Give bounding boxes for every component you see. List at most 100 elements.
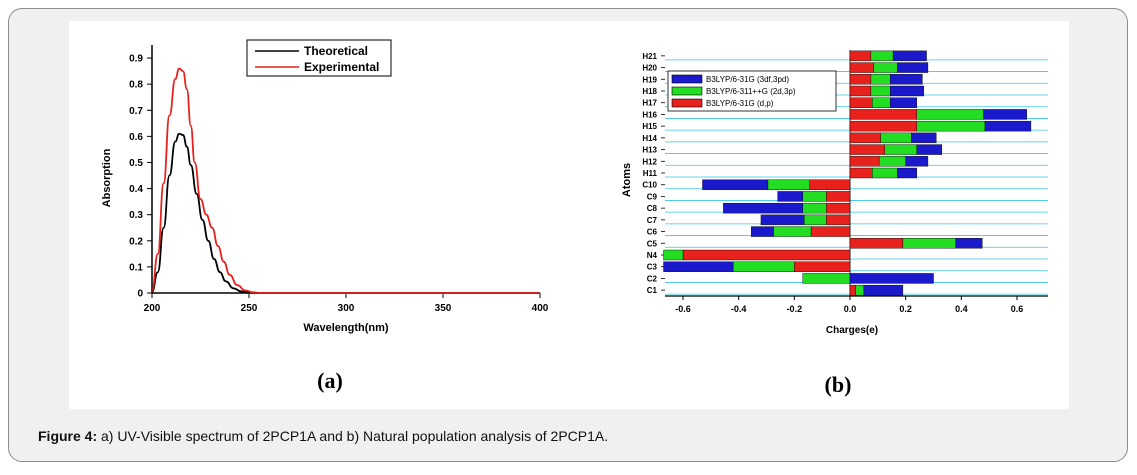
bar-c7-series-1 <box>803 214 827 226</box>
bar-h13-series-2 <box>916 144 943 155</box>
bar-h15-series-2 <box>984 120 1032 132</box>
bar-c8-series-0 <box>826 202 851 214</box>
bar-h12-series-1 <box>879 156 906 167</box>
x-tick-label: -0.2 <box>787 304 803 314</box>
atom-label: H12 <box>642 157 657 166</box>
y-tick-label: 0.3 <box>129 210 143 221</box>
bar-h15-series-1 <box>916 120 986 132</box>
bar-h21-series-1 <box>870 50 894 62</box>
bar-h18-series-1 <box>870 85 891 97</box>
bar-h14-series-1 <box>880 132 912 144</box>
figure-caption: Figure 4: a) UV-Visible spectrum of 2PCP… <box>38 428 608 444</box>
x-tick-label: 350 <box>435 303 452 314</box>
x-tick-label: 0.6 <box>1011 304 1024 314</box>
x-tick-label: 200 <box>144 303 161 314</box>
y-tick-label: 0 <box>137 289 143 300</box>
chart-a-x-axis-label: Wavelength(nm) <box>303 322 388 334</box>
chart-b-x-axis-label: Charges(e) <box>826 325 878 336</box>
bar-c6-series-0 <box>810 226 851 237</box>
y-tick-label: 0.7 <box>129 106 143 117</box>
bar-h15-series-0 <box>849 120 918 132</box>
x-tick-label: 250 <box>241 303 258 314</box>
bar-c1-series-0 <box>849 284 856 296</box>
x-tick-label: 0.0 <box>844 304 857 314</box>
atom-label: H20 <box>642 64 657 73</box>
bar-c8-series-1 <box>802 202 827 214</box>
bar-c7-series-2 <box>760 214 805 226</box>
atom-label: C2 <box>647 274 658 283</box>
y-tick-label: 0.5 <box>129 158 143 169</box>
bar-h12-series-0 <box>849 156 880 167</box>
atom-label: H11 <box>643 169 658 178</box>
x-tick-label: 0.2 <box>899 304 912 314</box>
legend-experimental-label: Experimental <box>304 60 379 74</box>
atom-label: C7 <box>647 216 658 225</box>
bar-h21-series-0 <box>849 50 872 62</box>
bar-h17-series-1 <box>872 97 891 108</box>
legend-b-label-3df: B3LYP/6-31G (3df,3pd) <box>706 75 789 84</box>
atom-label: C9 <box>647 192 658 201</box>
bar-c2-series-2 <box>849 273 934 284</box>
bar-c9-series-2 <box>777 191 803 202</box>
chart-b-y-axis-label: Atoms <box>621 163 633 197</box>
atom-label: H14 <box>642 134 657 143</box>
bar-h16-series-1 <box>916 109 984 120</box>
bar-n4-series-0 <box>682 249 851 261</box>
bar-c5-series-0 <box>849 238 904 249</box>
bar-h12-series-2 <box>905 156 929 167</box>
bar-h13-series-0 <box>849 144 885 155</box>
bar-h11-series-0 <box>849 167 873 179</box>
bar-c6-series-1 <box>773 226 812 237</box>
y-tick-label: 0.2 <box>129 236 143 247</box>
bar-h16-series-0 <box>849 109 918 120</box>
x-tick-label: -0.4 <box>731 304 747 314</box>
bar-h14-series-0 <box>849 132 881 144</box>
atom-label: H19 <box>642 75 657 84</box>
atom-label: C1 <box>647 286 658 295</box>
bar-c3-series-2 <box>663 261 734 272</box>
x-tick-label: 0.4 <box>955 304 968 314</box>
y-tick-label: 0.9 <box>129 54 143 65</box>
bar-c9-series-1 <box>802 191 827 202</box>
bar-c5-series-2 <box>955 238 983 249</box>
x-tick-label: 300 <box>338 303 355 314</box>
bar-n4-series-1 <box>663 249 684 261</box>
bar-h17-series-0 <box>849 97 873 108</box>
bar-c10-series-1 <box>767 179 810 190</box>
atom-label: H21 <box>642 52 657 61</box>
atom-label: N4 <box>647 251 658 260</box>
bar-h18-series-2 <box>890 85 924 97</box>
bar-h21-series-2 <box>892 50 927 62</box>
bar-h20-series-0 <box>849 62 874 73</box>
bar-h20-series-2 <box>897 62 929 73</box>
bar-h19-series-2 <box>890 74 923 85</box>
bar-h16-series-2 <box>983 109 1027 120</box>
atom-label: H16 <box>642 110 657 119</box>
bar-c5-series-1 <box>902 238 956 249</box>
bar-c10-series-0 <box>809 179 851 190</box>
atom-label: C5 <box>647 239 658 248</box>
bar-c2-series-1 <box>802 273 851 284</box>
legend-b-label-2d3p: B3LYP/6-311++G (2d,3p) <box>706 87 796 96</box>
bar-h14-series-2 <box>911 132 937 144</box>
bar-c1-series-1 <box>855 284 865 296</box>
bar-h20-series-1 <box>873 62 898 73</box>
panel-a-label: (a) <box>317 368 343 393</box>
bar-h19-series-1 <box>870 74 891 85</box>
atom-label: H17 <box>642 99 657 108</box>
legend-b-swatch-2d3p <box>671 86 703 96</box>
bar-c8-series-2 <box>723 202 803 214</box>
chart-a-y-axis-label: Absorption <box>101 148 113 207</box>
bar-c3-series-1 <box>732 261 795 272</box>
y-tick-label: 0.6 <box>129 132 143 143</box>
bar-c3-series-0 <box>794 261 851 272</box>
chart-a-legend <box>246 39 392 77</box>
atom-label: H18 <box>642 87 657 96</box>
y-tick-label: 0.1 <box>129 262 143 273</box>
x-tick-label: 400 <box>532 303 549 314</box>
figure-panel <box>69 21 1069 409</box>
atom-label: C8 <box>647 204 658 213</box>
panel-b-label: (b) <box>825 372 852 397</box>
atom-label: H15 <box>642 122 657 131</box>
